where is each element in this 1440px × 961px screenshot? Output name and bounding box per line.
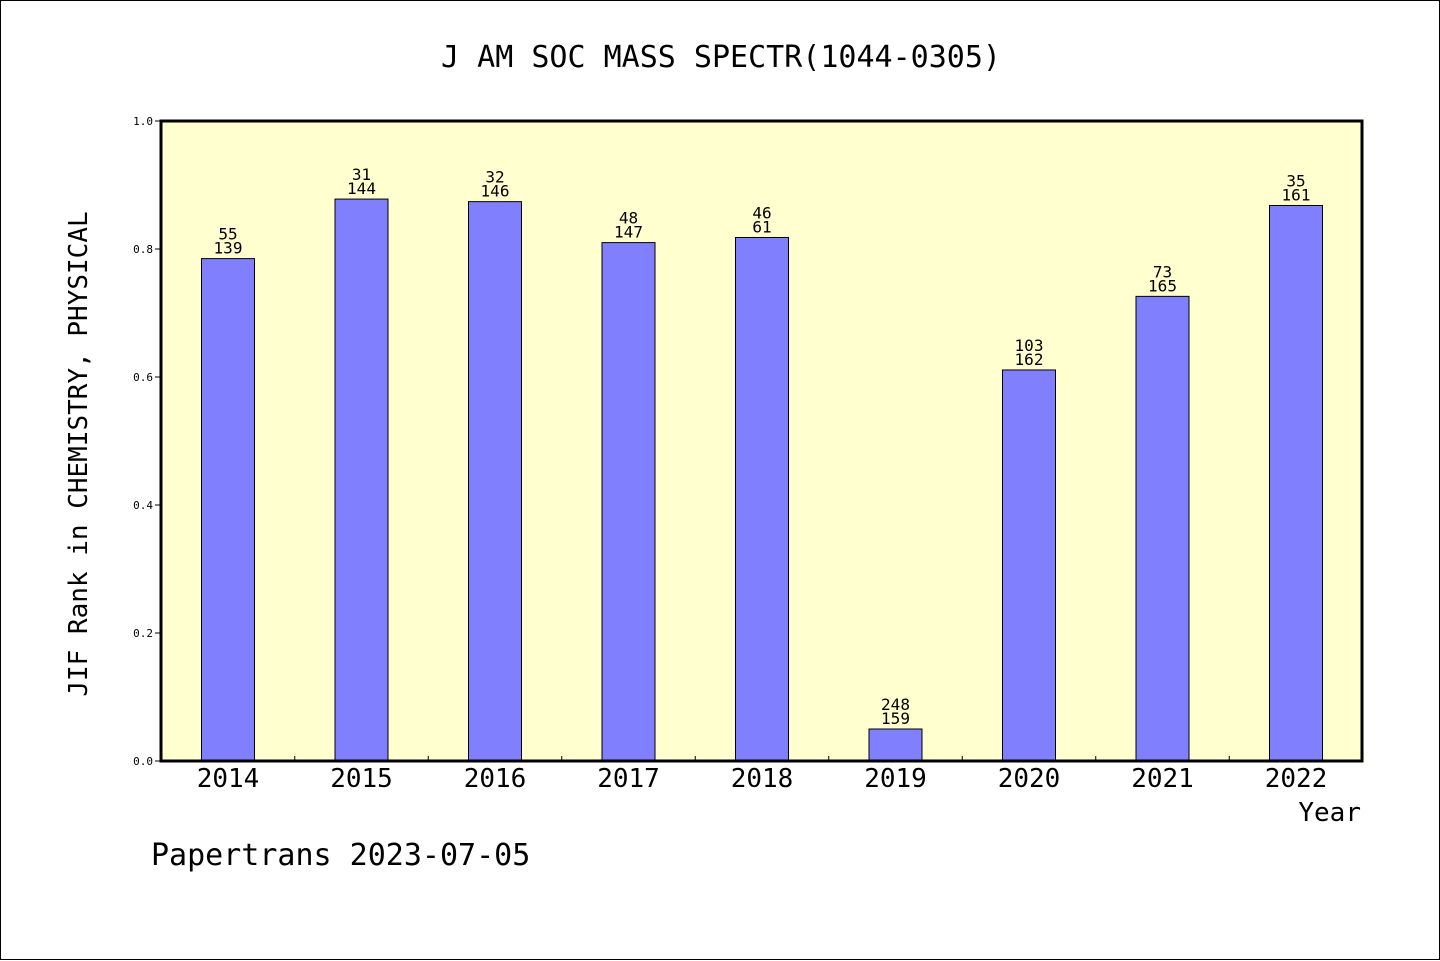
x-tick-label: 2018 <box>731 764 794 794</box>
x-tick-label: 2020 <box>998 764 1061 794</box>
y-tick-label: 0.4 <box>133 499 153 512</box>
bar-rank-label: 103 <box>1015 336 1044 355</box>
bar-rank-label: 55 <box>218 225 237 244</box>
bar-2020 <box>1002 369 1056 762</box>
bar-2016 <box>468 201 522 762</box>
bar-total-label: 146 <box>481 182 510 201</box>
bar-total-label: 144 <box>347 179 376 198</box>
bar-rank-label: 248 <box>881 695 910 714</box>
x-tick-label: 2015 <box>330 764 393 794</box>
y-tick-label: 0.8 <box>133 243 153 256</box>
bar-2022 <box>1269 204 1323 762</box>
bar-2018 <box>735 236 789 762</box>
bar-rank-label: 32 <box>485 168 504 187</box>
y-axis-label: JIF Rank in CHEMISTRY, PHYSICAL <box>64 211 94 696</box>
bar-total-label: 61 <box>752 217 771 236</box>
x-axis-ticks: 2014 2015 2016 2017 2018 2019 2020 2021 2022 <box>197 756 1328 794</box>
bar-total-label: 139 <box>214 239 243 258</box>
y-tick-label: 0.0 <box>133 755 153 768</box>
y-tick-label: 0.2 <box>133 627 153 640</box>
x-tick-label: 2017 <box>597 764 660 794</box>
bar-2015 <box>334 198 389 762</box>
bar-total-label: 159 <box>881 709 910 728</box>
bar-2019 <box>868 728 923 762</box>
bar-rank-label: 48 <box>619 209 638 228</box>
x-tick-label: 2022 <box>1265 764 1328 794</box>
x-tick-label: 2014 <box>197 764 260 794</box>
footer-credit: Papertrans 2023-07-05 <box>151 838 530 873</box>
bar-total-label: 147 <box>614 223 643 242</box>
y-axis-ticks: 0.0 0.2 0.4 0.6 0.8 1.0 <box>133 115 161 768</box>
bar-labels: 5513931144321464814746612481591031627316… <box>214 165 1311 728</box>
plot-border <box>159 119 1364 763</box>
bar-2017 <box>601 242 656 762</box>
bar-rank-label: 46 <box>752 203 771 222</box>
x-tick-label: 2019 <box>864 764 927 794</box>
bar-total-label: 165 <box>1148 276 1177 295</box>
chart-title: J AM SOC MASS SPECTR(1044-0305) <box>441 40 1001 75</box>
bar-2014 <box>201 258 255 762</box>
bar-2021 <box>1135 295 1190 762</box>
bars <box>201 198 1323 762</box>
bar-total-label: 161 <box>1282 185 1311 204</box>
x-tick-label: 2016 <box>464 764 527 794</box>
x-axis-label: Year <box>1298 798 1361 828</box>
bar-rank-label: 35 <box>1286 171 1305 190</box>
x-tick-label: 2021 <box>1131 764 1194 794</box>
bar-total-label: 162 <box>1015 350 1044 369</box>
y-tick-label: 0.6 <box>133 371 153 384</box>
y-tick-label: 1.0 <box>133 115 153 128</box>
bar-rank-label: 31 <box>352 165 371 184</box>
bar-rank-label: 73 <box>1153 262 1172 281</box>
